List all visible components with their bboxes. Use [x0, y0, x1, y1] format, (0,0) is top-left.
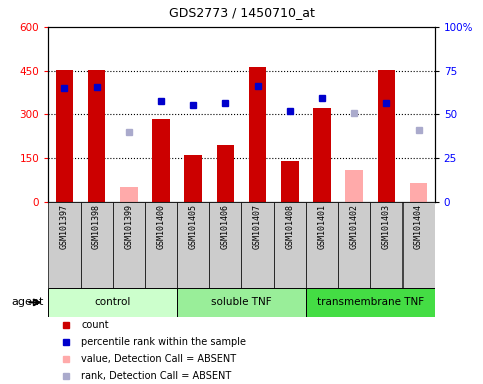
- Bar: [313, 108, 331, 202]
- Bar: [249, 67, 267, 202]
- Text: GSM101402: GSM101402: [350, 204, 359, 249]
- Text: GSM101407: GSM101407: [253, 204, 262, 249]
- Bar: [48, 288, 177, 317]
- Bar: [274, 202, 306, 288]
- Bar: [120, 187, 138, 202]
- Bar: [216, 145, 234, 202]
- Bar: [281, 161, 298, 202]
- Text: value, Detection Call = ABSENT: value, Detection Call = ABSENT: [81, 354, 236, 364]
- Bar: [145, 202, 177, 288]
- Bar: [338, 202, 370, 288]
- Bar: [81, 202, 113, 288]
- Bar: [209, 202, 242, 288]
- Bar: [177, 202, 209, 288]
- Bar: [370, 202, 402, 288]
- Text: transmembrane TNF: transmembrane TNF: [317, 297, 424, 308]
- Bar: [152, 119, 170, 202]
- Bar: [56, 70, 73, 202]
- Text: GSM101399: GSM101399: [124, 204, 133, 249]
- Text: GSM101404: GSM101404: [414, 204, 423, 249]
- Bar: [345, 170, 363, 202]
- Bar: [306, 202, 338, 288]
- Text: GSM101405: GSM101405: [189, 204, 198, 249]
- Bar: [306, 288, 435, 317]
- Bar: [378, 70, 395, 202]
- Text: GSM101406: GSM101406: [221, 204, 230, 249]
- Text: count: count: [81, 320, 109, 330]
- Bar: [48, 202, 81, 288]
- Text: GSM101401: GSM101401: [317, 204, 327, 249]
- Text: GSM101400: GSM101400: [156, 204, 166, 249]
- Text: soluble TNF: soluble TNF: [211, 297, 272, 308]
- Text: rank, Detection Call = ABSENT: rank, Detection Call = ABSENT: [81, 371, 231, 381]
- Bar: [242, 202, 274, 288]
- Text: control: control: [95, 297, 131, 308]
- Text: GSM101397: GSM101397: [60, 204, 69, 249]
- Bar: [113, 202, 145, 288]
- Bar: [177, 288, 306, 317]
- Text: percentile rank within the sample: percentile rank within the sample: [81, 337, 246, 347]
- Text: GDS2773 / 1450710_at: GDS2773 / 1450710_at: [169, 6, 314, 19]
- Bar: [410, 183, 427, 202]
- Bar: [402, 202, 435, 288]
- Text: agent: agent: [11, 297, 43, 308]
- Text: GSM101408: GSM101408: [285, 204, 294, 249]
- Text: GSM101403: GSM101403: [382, 204, 391, 249]
- Bar: [88, 70, 105, 202]
- Bar: [185, 155, 202, 202]
- Text: GSM101398: GSM101398: [92, 204, 101, 249]
